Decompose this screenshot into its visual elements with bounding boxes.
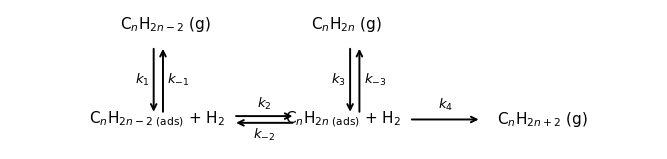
Text: $k_{-3}$: $k_{-3}$ xyxy=(364,72,386,88)
Text: C$_n$H$_{2n\ \mathrm{(ads)}}$ + H$_2$: C$_n$H$_{2n\ \mathrm{(ads)}}$ + H$_2$ xyxy=(285,110,401,129)
Text: $k_2$: $k_2$ xyxy=(257,96,271,112)
Text: $k_3$: $k_3$ xyxy=(331,72,346,88)
Text: C$_n$H$_{2n-2}$ (g): C$_n$H$_{2n-2}$ (g) xyxy=(119,15,210,34)
Text: C$_n$H$_{2n+2}$ (g): C$_n$H$_{2n+2}$ (g) xyxy=(497,110,588,129)
Text: $k_{-1}$: $k_{-1}$ xyxy=(167,72,189,88)
Text: C$_n$H$_{2n}$ (g): C$_n$H$_{2n}$ (g) xyxy=(311,15,382,34)
Text: $k_1$: $k_1$ xyxy=(135,72,149,88)
Text: C$_n$H$_{2n-2\ \mathrm{(ads)}}$ + H$_2$: C$_n$H$_{2n-2\ \mathrm{(ads)}}$ + H$_2$ xyxy=(89,110,225,129)
Text: $k_{-2}$: $k_{-2}$ xyxy=(253,127,275,143)
Text: $k_4$: $k_4$ xyxy=(438,97,453,113)
